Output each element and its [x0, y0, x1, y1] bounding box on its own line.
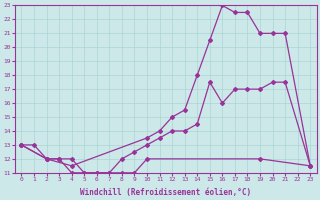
X-axis label: Windchill (Refroidissement éolien,°C): Windchill (Refroidissement éolien,°C) — [80, 188, 252, 197]
